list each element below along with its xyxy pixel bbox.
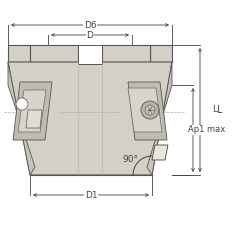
Polygon shape [147,62,172,175]
Polygon shape [13,82,52,140]
Circle shape [145,105,155,115]
Text: D6: D6 [84,20,96,30]
Text: D: D [87,30,93,40]
Polygon shape [150,45,172,62]
Polygon shape [8,62,35,175]
Polygon shape [128,88,162,132]
Polygon shape [78,45,102,64]
Polygon shape [18,90,46,132]
Text: L: L [217,105,223,115]
Polygon shape [102,45,150,62]
Polygon shape [8,62,172,175]
Text: L: L [212,106,217,114]
Polygon shape [30,45,78,62]
Circle shape [141,101,159,119]
Polygon shape [152,145,168,160]
Polygon shape [26,110,42,128]
Circle shape [16,98,28,110]
Polygon shape [128,82,167,140]
Polygon shape [8,45,30,62]
Text: Ap1 max: Ap1 max [188,126,226,134]
Text: 90°: 90° [122,155,138,163]
Text: D1: D1 [85,191,97,199]
